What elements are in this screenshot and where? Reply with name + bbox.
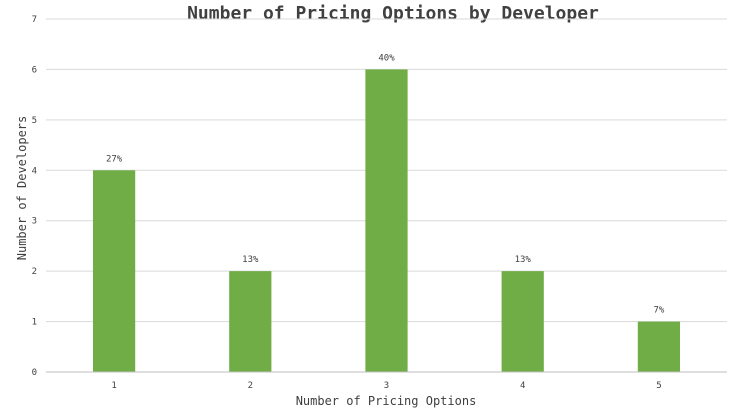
data-label: 40%	[378, 53, 395, 63]
y-axis-ticks: 0 1 2 3 4 5 6 7	[32, 15, 37, 378]
chart-title: Number of Pricing Options by Developer	[187, 3, 599, 24]
y-tick-label: 3	[32, 217, 37, 227]
data-label: 7%	[653, 306, 664, 316]
y-axis-label: Number of Developers	[15, 116, 29, 261]
x-tick-label: 2	[248, 381, 253, 391]
x-tick-label: 3	[384, 381, 389, 391]
data-label: 27%	[106, 154, 123, 164]
data-label: 13%	[515, 255, 532, 265]
bars	[92, 69, 681, 372]
x-tick-label: 1	[111, 381, 116, 391]
data-label: 13%	[242, 255, 259, 265]
y-tick-label: 2	[32, 267, 37, 277]
bar	[501, 271, 544, 372]
data-labels: 27% 13% 40% 13% 7%	[106, 53, 665, 315]
x-axis-ticks: 1 2 3 4 5	[111, 381, 661, 391]
y-tick-label: 4	[32, 166, 37, 176]
bar	[637, 321, 681, 372]
x-tick-label: 4	[520, 381, 525, 391]
bar	[365, 69, 408, 372]
x-axis-label: Number of Pricing Options	[296, 394, 477, 408]
y-tick-label: 6	[32, 65, 37, 75]
y-tick-label: 5	[32, 116, 37, 126]
y-tick-label: 7	[32, 15, 37, 25]
bar	[92, 170, 136, 372]
x-tick-label: 5	[656, 381, 661, 391]
y-tick-label: 1	[32, 318, 37, 328]
y-tick-label: 0	[32, 368, 37, 378]
bar	[229, 271, 272, 372]
